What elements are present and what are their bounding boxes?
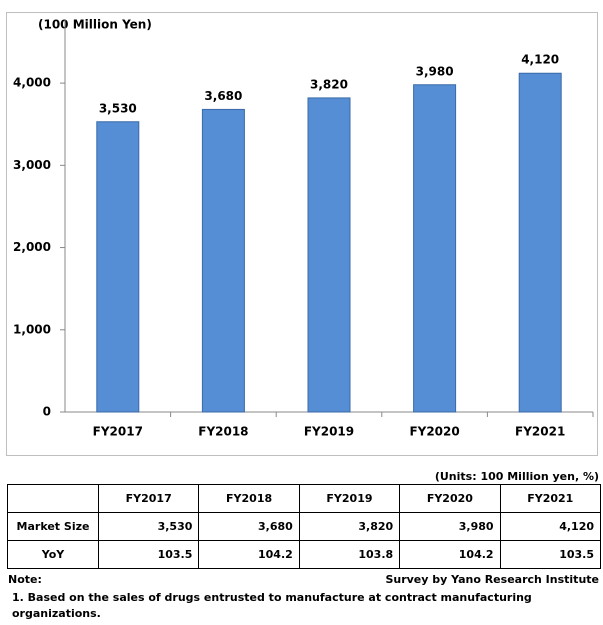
chart: (100 Million Yen) 0 1,000 2,000 3,000 4,000 F… bbox=[13, 18, 594, 439]
table-cell: 104.2 bbox=[198, 540, 300, 569]
table-cell: FY2020 bbox=[399, 484, 501, 513]
y-tick-label: 4,000 bbox=[13, 76, 51, 90]
bar bbox=[413, 84, 457, 413]
bar bbox=[96, 121, 140, 413]
table-cell: 103.5 bbox=[499, 540, 602, 569]
table-cell: 3,980 bbox=[399, 512, 501, 541]
table-cell: FY2018 bbox=[198, 484, 300, 513]
y-tick-label: 3,000 bbox=[13, 158, 51, 172]
table-cell: FY2021 bbox=[499, 484, 602, 513]
table-cell: 104.2 bbox=[399, 540, 501, 569]
note-item: 1. Based on the sales of drugs entrusted… bbox=[12, 591, 532, 620]
value-label: 3,980 bbox=[416, 64, 454, 78]
bar bbox=[307, 97, 351, 413]
y-tick-label: 0 bbox=[43, 405, 51, 419]
table-cell: YoY bbox=[7, 540, 99, 569]
units: (Units: 100 Million yen, %) bbox=[434, 470, 599, 483]
table-cell: Market Size bbox=[7, 512, 99, 541]
table-cell: 3,820 bbox=[298, 512, 401, 541]
table-cell: 3,530 bbox=[97, 512, 200, 541]
bar bbox=[201, 108, 245, 413]
table-cell bbox=[7, 484, 99, 513]
value-label: 4,120 bbox=[521, 53, 559, 67]
note-title: Note: bbox=[8, 573, 42, 586]
x-tick-label: FY2019 bbox=[304, 425, 354, 439]
y-axis-title: (100 Million Yen) bbox=[38, 18, 152, 32]
x-tick-label: FY2018 bbox=[198, 425, 248, 439]
x-tick-label: FY2020 bbox=[409, 425, 459, 439]
table-cell: FY2019 bbox=[298, 484, 401, 513]
value-label: 3,680 bbox=[204, 89, 242, 103]
bar bbox=[518, 72, 562, 413]
table-cell: 3,680 bbox=[198, 512, 300, 541]
data-table: FY2017 FY2018 FY2019 FY2020 FY2021 Market Siz… bbox=[7, 484, 602, 569]
value-label: 3,820 bbox=[310, 77, 348, 91]
table-cell: 103.8 bbox=[298, 540, 401, 569]
table-cell: 103.5 bbox=[97, 540, 200, 569]
y-tick-label: 1,000 bbox=[13, 322, 51, 336]
value-label: 3,530 bbox=[99, 101, 137, 115]
table-cell: 4,120 bbox=[499, 512, 602, 541]
source: Survey by Yano Research Institute bbox=[385, 573, 599, 586]
y-tick-label: 2,000 bbox=[13, 240, 51, 254]
chart-frame bbox=[6, 12, 598, 456]
table-cell: FY2017 bbox=[97, 484, 200, 513]
x-tick-label: FY2017 bbox=[93, 425, 143, 439]
x-tick-label: FY2021 bbox=[515, 425, 565, 439]
